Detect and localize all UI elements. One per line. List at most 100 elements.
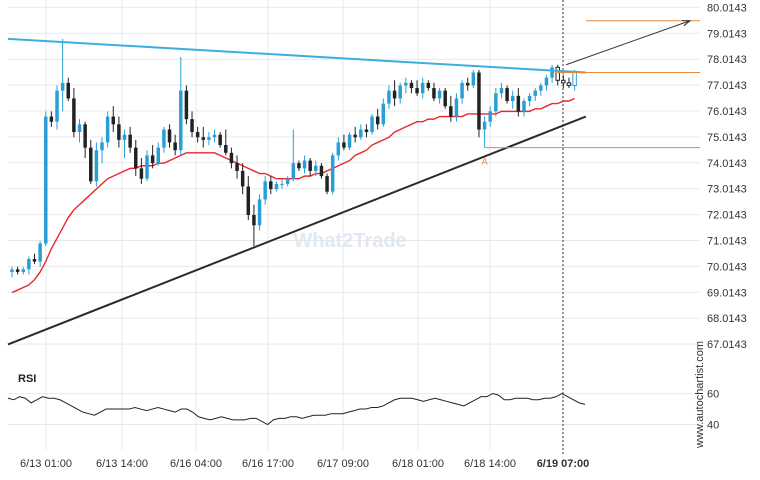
rsi-tick-label: 40	[707, 420, 719, 432]
price-tick-label: 76.0143	[707, 106, 747, 118]
candle-body	[269, 181, 273, 190]
watermark: What2Trade	[293, 230, 406, 252]
rsi-layer	[7, 393, 586, 426]
price-tick-label: 78.0143	[707, 54, 747, 66]
candle-body	[190, 119, 194, 133]
candle-body	[336, 142, 341, 156]
candle-body	[454, 98, 459, 117]
candle-body	[38, 243, 42, 262]
candle-body	[494, 93, 498, 112]
candle-body	[27, 258, 31, 270]
rsi-label: RSI	[18, 373, 36, 385]
candle-body	[15, 269, 20, 272]
time-tick-label: 6/19 07:00	[537, 458, 590, 470]
price-tick-label: 80.0143	[707, 2, 747, 14]
candle-body	[280, 183, 284, 185]
resistance-trendline	[7, 37, 586, 74]
candle-body	[550, 67, 554, 78]
candle-body	[44, 116, 48, 244]
candle-body	[89, 147, 93, 182]
candle-body	[449, 106, 453, 117]
candle-body	[572, 72, 577, 86]
pattern-layer: A	[7, 20, 700, 346]
time-tick-label: 6/16 04:00	[170, 458, 222, 470]
candle-body	[66, 82, 71, 99]
candle-body	[465, 82, 470, 86]
candle-body	[392, 90, 397, 99]
price-tick-label: 70.0143	[707, 261, 747, 273]
price-tick-label: 71.0143	[707, 235, 747, 247]
candle-body	[319, 165, 324, 177]
price-tick-label: 72.0143	[707, 210, 747, 222]
candle-body	[94, 150, 99, 182]
candle-body	[32, 258, 37, 262]
candle-body	[477, 72, 481, 130]
candle-body	[387, 90, 391, 104]
candle-body	[499, 88, 504, 94]
candle-body	[229, 152, 234, 164]
price-tick-label: 79.0143	[707, 28, 747, 40]
candle-body	[415, 88, 419, 94]
candle-body	[516, 95, 521, 112]
candle-body	[134, 147, 138, 169]
candle-body	[437, 90, 442, 99]
candle-body	[460, 82, 464, 99]
candle-body	[291, 163, 296, 179]
price-tick-label: 68.0143	[707, 313, 747, 325]
candle-body	[55, 90, 59, 122]
candle-body	[139, 168, 144, 179]
price-tick-label: 75.0143	[707, 132, 747, 144]
price-tick-label: 73.0143	[707, 184, 747, 196]
candle-body	[49, 116, 54, 122]
candle-body	[257, 199, 262, 226]
candle-body	[218, 134, 222, 146]
candle-body	[145, 155, 149, 179]
candle-body	[544, 77, 549, 86]
candle-body	[370, 116, 374, 133]
candle-body	[482, 121, 487, 130]
candle-body	[100, 142, 104, 151]
candle-body	[420, 82, 425, 94]
candle-body	[72, 98, 76, 133]
candle-body	[105, 116, 110, 143]
candle-body	[347, 134, 352, 148]
side-credit: www.autochartist.com	[694, 341, 706, 449]
candle-body	[128, 134, 132, 148]
candle-body	[117, 124, 121, 140]
candle-body	[285, 178, 290, 184]
time-tick-label: 6/13 01:00	[20, 458, 72, 470]
candle-body	[224, 145, 228, 153]
candle-body	[179, 90, 183, 151]
candle-body	[432, 88, 436, 99]
price-tick-label: 69.0143	[707, 287, 747, 299]
candle-body	[274, 183, 279, 190]
rsi-tick-label: 60	[707, 389, 719, 401]
candle-body	[566, 82, 572, 86]
time-tick-label: 6/18 01:00	[392, 458, 444, 470]
candle-body	[156, 147, 161, 164]
candle-body	[60, 82, 65, 91]
price-tick-label: 67.0143	[707, 339, 747, 351]
axis-labels: 80.0143 79.0143 78.0143 77.0143 76.0143 75.01…	[20, 2, 747, 470]
candle-body	[83, 124, 87, 148]
candle-body	[21, 269, 25, 272]
candle-body	[235, 163, 239, 171]
candle-body	[201, 137, 206, 140]
candle-body	[488, 111, 492, 122]
forecast-arrow-line	[565, 20, 691, 66]
candle-body	[426, 82, 431, 89]
candle-body	[111, 116, 116, 125]
candle-body	[443, 90, 447, 107]
candle-body	[207, 137, 211, 140]
candle-body	[122, 134, 127, 140]
forecast-arrow-head	[681, 20, 692, 27]
candle-body	[404, 82, 408, 86]
candle-body	[325, 176, 329, 192]
candle-body	[505, 88, 509, 102]
candle-body	[398, 85, 402, 99]
grid-lines	[8, 0, 700, 455]
candle-body	[409, 82, 414, 89]
candle-body	[314, 165, 318, 171]
pattern-point-label: A	[482, 157, 488, 167]
candle-body	[555, 66, 560, 81]
